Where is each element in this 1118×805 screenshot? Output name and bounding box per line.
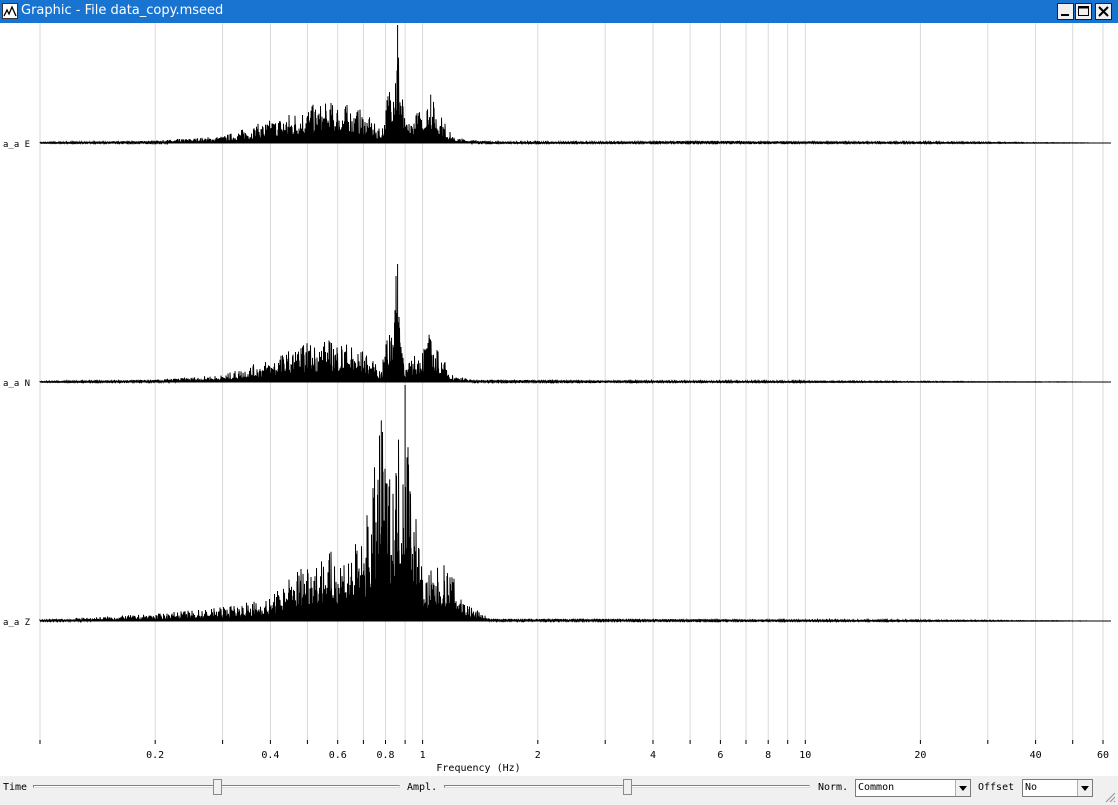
trace-label: a_a E [3, 140, 30, 150]
norm-select[interactable]: Common [855, 779, 971, 797]
control-bar: Time Ampl. Norm. Common Offset No [0, 776, 1118, 805]
ampl-label: Ampl. [407, 782, 438, 793]
title-bar: Graphic - File data_copy.mseed [0, 0, 1118, 23]
x-tick-label: 8 [765, 750, 771, 761]
minimize-icon [1061, 14, 1069, 16]
maximize-icon [1078, 6, 1089, 16]
x-tick-label: 60 [1097, 750, 1109, 761]
offset-select-value: No [1025, 782, 1038, 793]
trace-label: a_a N [3, 379, 30, 389]
trace-line [39, 264, 1103, 384]
norm-label: Norm. [818, 782, 849, 793]
trace-line [39, 385, 1103, 623]
x-tick-label: 20 [914, 750, 926, 761]
window-title: Graphic - File data_copy.mseed [21, 3, 224, 18]
maximize-button[interactable] [1075, 3, 1092, 20]
app-icon [2, 3, 18, 19]
x-tick-label: 6 [717, 750, 723, 761]
time-slider-thumb[interactable] [212, 779, 222, 795]
x-tick-label: 10 [799, 750, 811, 761]
x-axis-label: Frequency (Hz) [436, 763, 520, 774]
chevron-down-icon [1081, 786, 1089, 791]
resize-grip-icon[interactable] [1104, 791, 1116, 803]
ampl-slider-thumb[interactable] [623, 779, 632, 795]
x-tick-label: 40 [1030, 750, 1042, 761]
x-tick-label: 4 [650, 750, 656, 761]
norm-dropdown-button[interactable] [955, 780, 970, 796]
x-tick-label: 0.4 [261, 750, 279, 761]
close-button[interactable] [1095, 3, 1112, 20]
traces [39, 25, 1111, 623]
offset-label: Offset [978, 782, 1015, 793]
x-tick-label: 2 [535, 750, 541, 761]
x-tick-label: 0.2 [146, 750, 164, 761]
x-tick-label: 0.6 [329, 750, 347, 761]
frequency-axis: 0.2 0.4 0.6 0.8 1 2 4 6 8 10 20 40 60 Frequency (Hz) [39, 740, 1109, 774]
x-tick-label: 0.8 [377, 750, 395, 761]
spectrum-plot: a_a E a_a N a_a Z 0.2 0.4 0.6 0.8 1 2 4 6 8 10 20 40 6… [0, 23, 1118, 776]
trace-line [39, 25, 1103, 145]
spectrum-chart: a_a E a_a N a_a Z 0.2 0.4 0.6 0.8 1 2 4 6 8 10 20 40 6… [3, 23, 1111, 774]
offset-select[interactable]: No [1022, 779, 1093, 797]
close-icon [1098, 6, 1109, 17]
chevron-down-icon [959, 786, 967, 791]
time-label: Time [3, 782, 28, 793]
norm-select-value: Common [858, 782, 895, 793]
x-tick-label: 1 [420, 750, 426, 761]
minimize-button[interactable] [1057, 3, 1074, 20]
trace-labels: a_a E a_a N a_a Z [3, 140, 31, 628]
offset-dropdown-button[interactable] [1077, 780, 1092, 796]
trace-label: a_a Z [3, 618, 31, 628]
